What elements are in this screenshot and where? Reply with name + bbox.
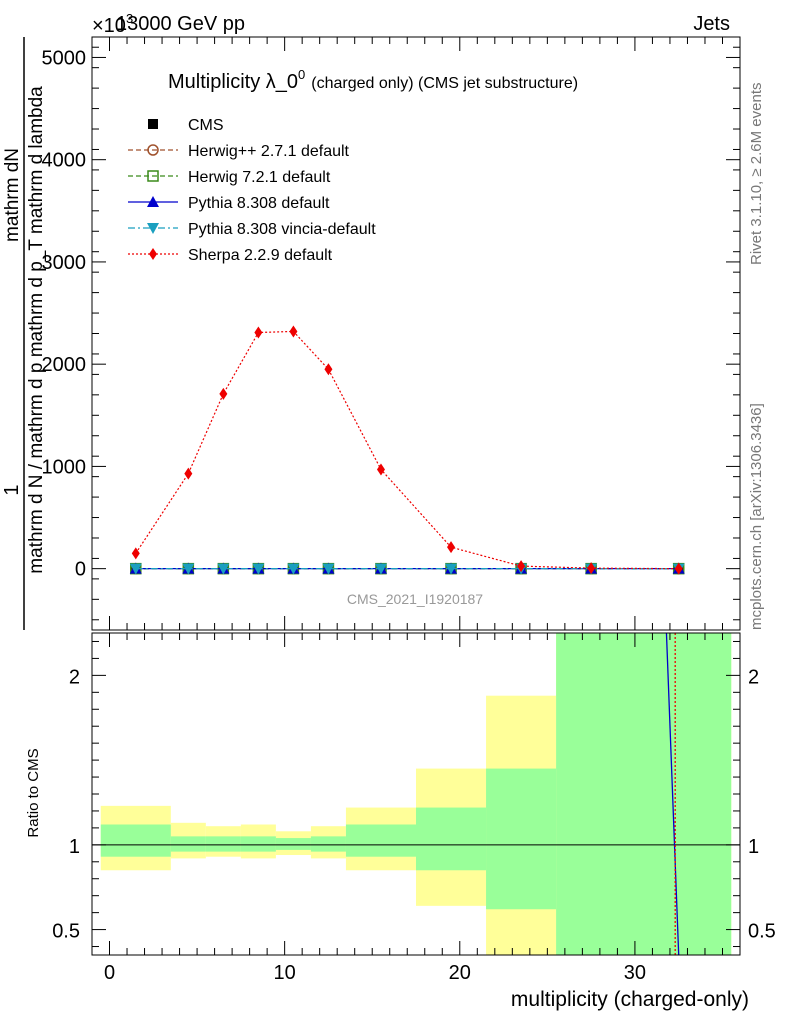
ratio-stat-band [100,824,171,857]
data-point [129,563,142,575]
data-point [517,560,526,573]
data-point [217,563,230,575]
data-point [254,326,263,339]
energy-label: 13000 GeV pp [116,13,245,35]
legend-entry: Sherpa 2.2.9 default [128,247,333,264]
ratio-y-tick-label: 2 [69,666,80,688]
ratio-y-label: Ratio to CMS [25,748,42,837]
y-label-numerator: 1 [1,484,23,495]
legend-label: Pythia 8.308 default [188,195,330,212]
ratio-y-tick-label-right: 0.5 [748,921,776,943]
ratio-stat-band [310,836,346,852]
ratio-stat-band [486,768,557,910]
ratio-x-tick-label: 30 [624,962,646,984]
exponent-base: ×10 [92,15,126,37]
data-point [587,562,596,575]
data-point [376,463,385,476]
ratio-stat-band [275,838,311,850]
data-point [289,325,298,338]
legend-entry: Pythia 8.308 vincia-default [128,221,376,238]
legend-marker [147,196,159,207]
data-point [252,563,265,575]
ratio-x-tick-label: 20 [449,962,471,984]
ratio-model-lines [665,633,680,955]
data-point [131,547,140,560]
legend-label: Herwig++ 2.7.1 default [188,143,350,160]
ratio-bands [100,633,732,955]
ratio-stat-band [556,633,732,955]
series-4 [129,563,685,575]
main-x-ticks [109,37,723,630]
exponent-power: 3 [126,11,133,26]
data-point [184,467,193,480]
series-line [135,330,679,570]
legend-marker [148,119,158,129]
legend-entry: CMS [148,117,224,134]
ratio-y-tick-label-right: 2 [748,666,759,688]
data-point [287,563,300,575]
legend-label: CMS [188,117,224,134]
ratio-y-tick-label: 1 [69,836,80,858]
main-y-tick-label: 3000 [42,252,87,274]
ratio-y-ticks: 0.5 0.5 1 1 2 2 [52,640,776,948]
legend-label: Pythia 8.308 vincia-default [188,221,376,238]
main-y-ticks: 0 1000 2000 3000 4000 5000 [42,46,740,621]
main-y-tick-label: 5000 [42,47,87,69]
data-point [447,541,456,554]
ratio-stat-band [416,807,487,871]
main-series [129,325,685,575]
main-y-tick-label: 0 [75,559,86,581]
ratio-panel: 0.5 0.5 1 1 2 2 0 10 20 30 Ratio to CMS multipli… [25,632,776,1011]
main-y-tick-label: 2000 [42,354,87,376]
ratio-y-tick-label-right: 1 [748,836,759,858]
legend-marker [147,170,159,182]
ratio-stat-band [205,836,241,852]
legend-entry: Pythia 8.308 default [128,195,330,212]
ratio-stat-band [240,836,276,852]
main-y-tick-label: 1000 [42,456,87,478]
data-point [674,562,683,575]
data-point [324,363,333,376]
ratio-x-tick-label: 10 [274,962,296,984]
chart-title-main: Multiplicity λ_0 [168,71,298,93]
ratio-x-ticks: 0 10 20 30 [104,633,723,984]
legend-marker [149,248,157,260]
chart-title: Multiplicity λ_00 (charged only) (CMS jet… [168,67,578,93]
legend-label: Herwig 7.2.1 default [188,169,331,186]
legend-label: Sherpa 2.2.9 default [188,247,333,264]
ratio-stat-band [170,836,206,852]
y-label-top-fraction: mathrm dN [2,148,23,242]
legend-entry: Herwig++ 2.7.1 default [128,143,350,160]
x-axis-label: multiplicity (charged-only) [511,988,749,1011]
mcplots-label: mcplots.cern.ch [arXiv:1306.3436] [748,403,765,630]
chart-title-sup: 0 [298,67,305,82]
data-point [445,563,458,575]
legend: CMS Herwig++ 2.7.1 default Herwig 7.2.1 de… [128,117,376,264]
main-y-label: 1 mathrm dN mathrm d N / mathrm d p math… [1,37,47,630]
data-point [374,563,387,575]
data-point [182,563,195,575]
ratio-y-tick-label: 0.5 [52,921,80,943]
analysis-watermark: CMS_2021_I1920187 [347,591,483,607]
exponent-label: ×103 [92,11,133,37]
ratio-model-line [665,633,680,955]
y-label-denominator: mathrm d N / mathrm d p mathrm d p_T mat… [26,86,47,574]
legend-entry: Herwig 7.2.1 default [128,169,331,186]
jets-label: Jets [693,13,730,35]
ratio-stat-band [345,824,416,857]
rivet-label: Rivet 3.1.10, ≥ 2.6M events [748,83,765,266]
data-point [219,387,228,400]
main-y-tick-label: 4000 [42,150,87,172]
chart-title-suffix: (charged only) (CMS jet substructure) [311,75,578,92]
legend-marker [147,223,159,234]
data-point [322,563,335,575]
series-5 [131,325,683,575]
ratio-x-tick-label: 0 [104,962,115,984]
legend-marker [147,144,159,156]
